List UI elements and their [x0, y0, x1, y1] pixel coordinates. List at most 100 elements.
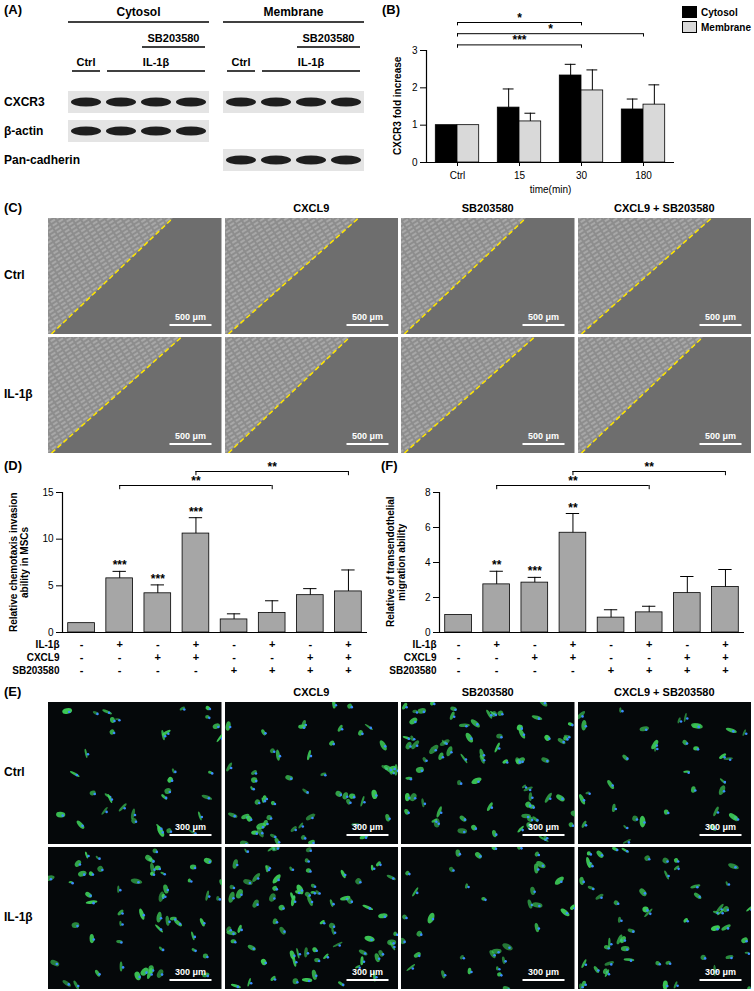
svg-text:-: - — [533, 638, 537, 650]
svg-text:-: - — [457, 664, 461, 676]
svg-text:**: ** — [568, 474, 578, 488]
svg-text:CXCL9: CXCL9 — [27, 652, 60, 663]
svg-text:Ctrl: Ctrl — [232, 56, 251, 68]
svg-text:IL-1β: IL-1β — [298, 56, 325, 68]
svg-text:Ctrl: Ctrl — [450, 170, 466, 181]
svg-text:300 μm: 300 μm — [704, 822, 735, 832]
svg-text:500 μm: 500 μm — [351, 431, 382, 441]
svg-text:CXCL9: CXCL9 — [404, 652, 437, 663]
svg-text:0: 0 — [48, 627, 54, 638]
svg-text:-: - — [457, 638, 461, 650]
svg-text:+: + — [116, 638, 122, 650]
svg-text:-: - — [270, 651, 274, 663]
svg-text:5: 5 — [48, 580, 54, 591]
svg-text:-: - — [232, 638, 236, 650]
svg-text:300 μm: 300 μm — [351, 967, 382, 977]
svg-text:IL-1β: IL-1β — [36, 639, 60, 650]
svg-text:10: 10 — [42, 533, 54, 544]
svg-text:+: + — [345, 638, 351, 650]
svg-text:-: - — [609, 638, 613, 650]
svg-text:IL-1β: IL-1β — [143, 56, 170, 68]
svg-text:**: ** — [568, 501, 578, 515]
svg-text:+: + — [570, 651, 576, 663]
svg-text:-: - — [118, 651, 122, 663]
svg-text:SB203580: SB203580 — [303, 32, 355, 44]
svg-text:-: - — [232, 651, 236, 663]
svg-text:15: 15 — [42, 487, 54, 498]
svg-text:Pan-cadherin: Pan-cadherin — [4, 153, 80, 167]
svg-text:500 μm: 500 μm — [528, 312, 559, 322]
svg-text:+: + — [684, 664, 690, 676]
svg-text:0: 0 — [425, 627, 431, 638]
svg-text:+: + — [646, 638, 652, 650]
svg-text:**: ** — [191, 474, 201, 488]
svg-text:500 μm: 500 μm — [528, 431, 559, 441]
svg-text:+: + — [307, 664, 313, 676]
svg-text:-: - — [80, 651, 84, 663]
svg-text:+: + — [231, 664, 237, 676]
svg-text:+: + — [493, 638, 499, 650]
svg-text:0: 0 — [412, 157, 418, 168]
svg-text:+: + — [722, 638, 728, 650]
svg-text:+: + — [722, 651, 728, 663]
svg-text:*: * — [548, 22, 553, 36]
svg-text:***: *** — [189, 505, 203, 519]
svg-text:6: 6 — [425, 522, 431, 533]
svg-text:300 μm: 300 μm — [351, 822, 382, 832]
svg-text:-: - — [533, 664, 537, 676]
svg-text:+: + — [532, 651, 538, 663]
svg-text:+: + — [193, 638, 199, 650]
svg-text:300 μm: 300 μm — [175, 822, 206, 832]
svg-text:300 μm: 300 μm — [528, 967, 559, 977]
svg-text:500 μm: 500 μm — [175, 431, 206, 441]
svg-text:500 μm: 500 μm — [175, 312, 206, 322]
svg-text:***: *** — [512, 33, 526, 47]
svg-text:3: 3 — [412, 45, 418, 56]
svg-text:***: *** — [528, 564, 542, 578]
svg-text:SB203580: SB203580 — [12, 665, 60, 676]
svg-text:β-actin: β-actin — [4, 124, 43, 138]
svg-text:300 μm: 300 μm — [175, 967, 206, 977]
svg-text:+: + — [269, 664, 275, 676]
svg-text:30: 30 — [576, 170, 588, 181]
svg-text:1: 1 — [412, 119, 418, 130]
svg-text:-: - — [685, 638, 689, 650]
svg-text:180: 180 — [635, 170, 652, 181]
svg-text:-: - — [495, 651, 499, 663]
svg-text:+: + — [722, 664, 728, 676]
svg-text:SB203580: SB203580 — [148, 32, 200, 44]
svg-text:-: - — [80, 638, 84, 650]
svg-text:300 μm: 300 μm — [704, 967, 735, 977]
svg-text:CXCR3: CXCR3 — [4, 95, 45, 109]
svg-text:+: + — [269, 638, 275, 650]
svg-text:Ctrl: Ctrl — [77, 56, 96, 68]
svg-text:+: + — [307, 651, 313, 663]
svg-text:(A): (A) — [4, 2, 22, 17]
svg-text:-: - — [457, 651, 461, 663]
svg-text:**: ** — [268, 460, 278, 474]
svg-text:+: + — [345, 664, 351, 676]
svg-text:**: ** — [492, 558, 502, 572]
svg-text:***: *** — [113, 558, 127, 572]
svg-text:-: - — [80, 664, 84, 676]
svg-text:-: - — [571, 664, 575, 676]
svg-text:+: + — [345, 651, 351, 663]
svg-text:15: 15 — [514, 170, 526, 181]
svg-text:-: - — [495, 664, 499, 676]
svg-text:-: - — [156, 664, 160, 676]
svg-text:+: + — [608, 664, 614, 676]
svg-text:SB203580: SB203580 — [389, 665, 437, 676]
svg-text:500 μm: 500 μm — [704, 312, 735, 322]
svg-text:+: + — [684, 651, 690, 663]
svg-text:-: - — [156, 638, 160, 650]
svg-text:+: + — [193, 651, 199, 663]
svg-text:***: *** — [151, 572, 165, 586]
svg-text:500 μm: 500 μm — [704, 431, 735, 441]
svg-text:**: ** — [645, 460, 655, 474]
svg-text:8: 8 — [425, 487, 431, 498]
svg-text:-: - — [647, 651, 651, 663]
svg-text:2: 2 — [412, 82, 418, 93]
svg-text:4: 4 — [425, 557, 431, 568]
svg-text:2: 2 — [425, 592, 431, 603]
svg-text:-: - — [118, 664, 122, 676]
